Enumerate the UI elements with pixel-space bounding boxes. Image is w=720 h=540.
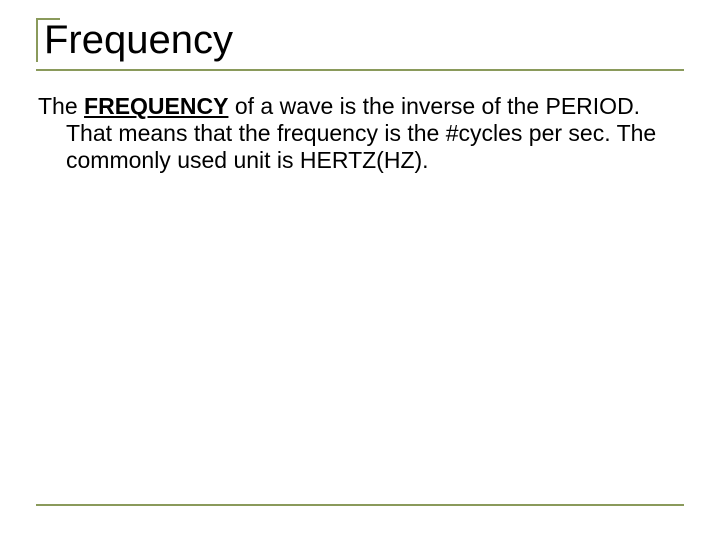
keyword-frequency: FREQUENCY <box>84 93 228 119</box>
slide: Frequency The FREQUENCY of a wave is the… <box>0 0 720 540</box>
corner-accent <box>36 18 60 62</box>
bottom-rule <box>36 504 684 506</box>
body-text: The FREQUENCY of a wave is the inverse o… <box>36 93 680 174</box>
slide-title: Frequency <box>36 18 684 63</box>
title-block: Frequency <box>36 18 684 71</box>
title-underline <box>36 69 684 71</box>
body-lead: The <box>38 93 84 119</box>
